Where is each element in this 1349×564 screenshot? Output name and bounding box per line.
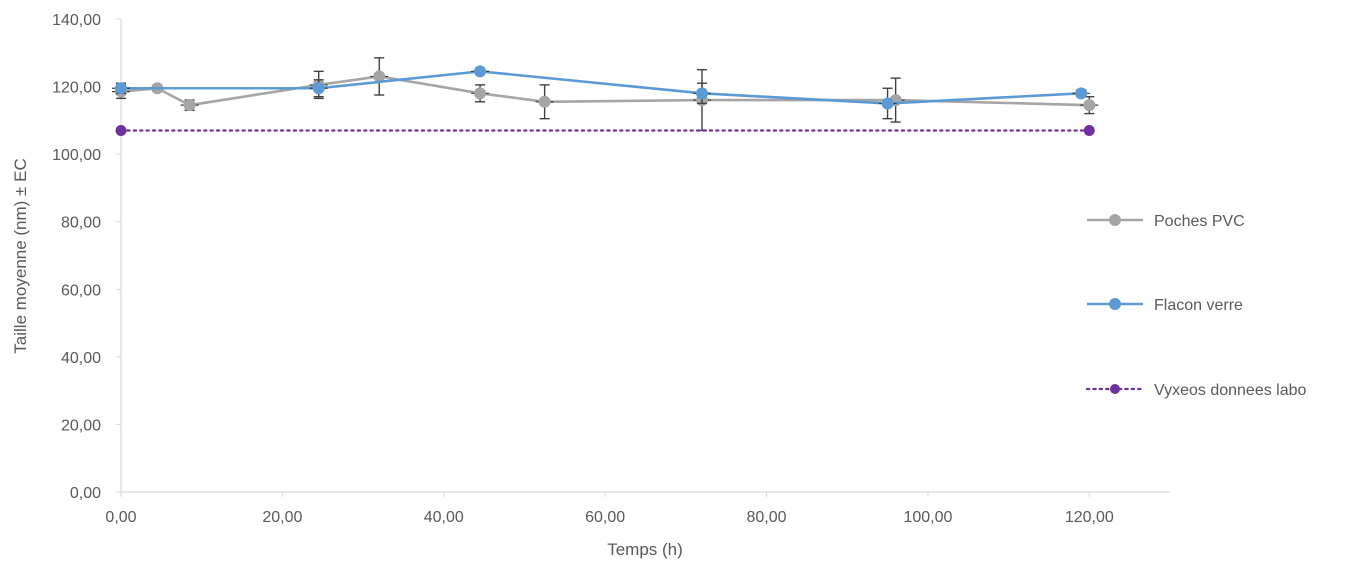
series-layer [112, 58, 1098, 136]
data-point [1083, 99, 1095, 111]
x-axis-title: Temps (h) [607, 540, 683, 559]
x-tick-label: 120,00 [1065, 509, 1114, 526]
y-tick-label: 100,00 [52, 147, 101, 164]
y-tick-label: 80,00 [61, 215, 101, 232]
data-point [313, 82, 325, 94]
y-tick-label: 20,00 [61, 417, 101, 434]
legend-item: Vyxeos donnees labo [1087, 382, 1307, 399]
legend-swatch-marker [1110, 384, 1120, 394]
data-point [539, 96, 551, 108]
data-point [474, 65, 486, 77]
legend: Poches PVC Flacon verre Vyxeos donnees lab… [1087, 213, 1307, 399]
x-tick-label: 80,00 [747, 509, 787, 526]
y-tick-label: 40,00 [61, 350, 101, 367]
legend-item: Flacon verre [1087, 297, 1243, 314]
x-tick-label: 60,00 [585, 509, 625, 526]
x-tick-label: 100,00 [903, 509, 952, 526]
series-line [121, 71, 1081, 103]
legend-swatch-marker [1109, 214, 1121, 226]
legend-label: Poches PVC [1154, 213, 1245, 230]
x-tick-label: 0,00 [105, 509, 136, 526]
legend-label: Vyxeos donnees labo [1154, 382, 1307, 399]
y-tick-label: 0,00 [70, 485, 101, 502]
data-point [696, 87, 708, 99]
data-point [116, 125, 126, 135]
x-tick-label: 40,00 [424, 509, 464, 526]
y-tick-label: 120,00 [52, 80, 101, 97]
y-axis-title: Taille moyenne (nm) ± EC [11, 158, 30, 353]
y-tick-label: 60,00 [61, 282, 101, 299]
legend-swatch-marker [1109, 298, 1121, 310]
series-flacon-verre [112, 65, 1090, 118]
legend-label: Flacon verre [1154, 297, 1243, 314]
data-point [474, 87, 486, 99]
data-point [115, 82, 127, 94]
series-poches-pvc [112, 58, 1098, 131]
data-point [1084, 125, 1094, 135]
legend-item: Poches PVC [1087, 213, 1245, 230]
series-vyxeos-donnees-labo [116, 125, 1094, 135]
data-point [1075, 87, 1087, 99]
y-tick-label: 140,00 [52, 12, 101, 29]
data-point [882, 97, 894, 109]
data-point [184, 99, 196, 111]
x-tick-label: 20,00 [262, 509, 302, 526]
